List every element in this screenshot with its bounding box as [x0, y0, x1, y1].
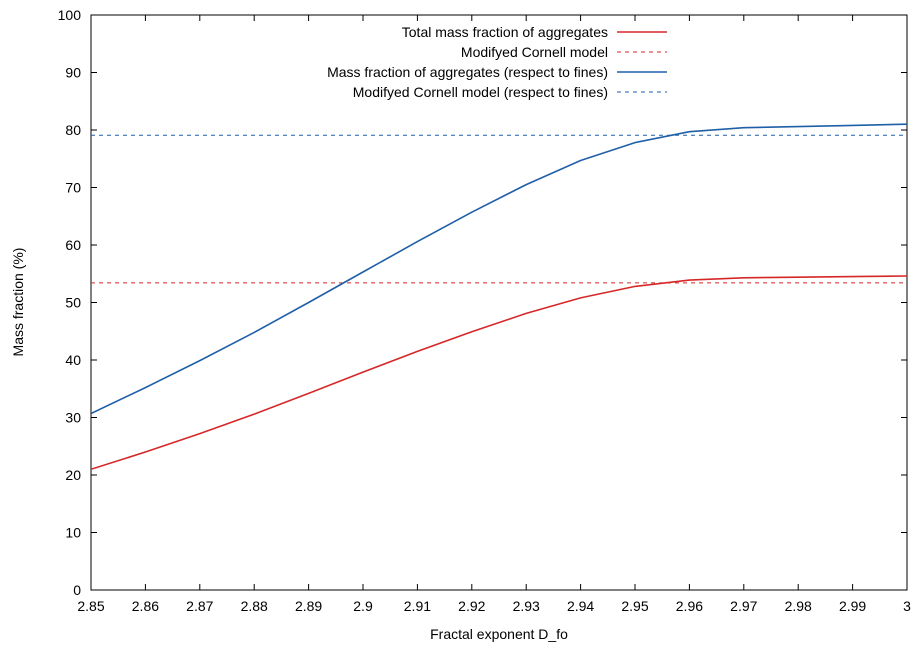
x-tick-label: 2.88 [241, 598, 268, 614]
y-tick-label: 20 [65, 467, 81, 483]
y-tick-label: 50 [65, 295, 81, 311]
x-tick-label: 2.95 [621, 598, 648, 614]
y-tick-label: 60 [65, 237, 81, 253]
x-axis-title: Fractal exponent D_fo [430, 626, 568, 642]
legend-label: Total mass fraction of aggregates [402, 24, 608, 40]
y-tick-label: 30 [65, 410, 81, 426]
y-tick-label: 0 [73, 582, 81, 598]
y-tick-label: 40 [65, 352, 81, 368]
series-line-3 [91, 123, 907, 415]
x-tick-label: 2.92 [458, 598, 485, 614]
x-tick-label: 2.85 [77, 598, 104, 614]
legend: Total mass fraction of aggregates Modifye… [327, 24, 667, 100]
x-tick-label: 2.93 [513, 598, 540, 614]
y-tick-label: 70 [65, 180, 81, 196]
y-tick-label: 90 [65, 65, 81, 81]
x-tick-label: 2.96 [676, 598, 703, 614]
x-tick-label: 2.97 [730, 598, 757, 614]
x-tick-label: 2.91 [404, 598, 431, 614]
y-tick-label: 10 [65, 525, 81, 541]
series-line-1 [91, 275, 907, 471]
x-tick-label: 2.94 [567, 598, 594, 614]
plot-area [90, 14, 908, 591]
y-axis-title: Mass fraction (%) [10, 248, 26, 357]
y-tick-label: 100 [58, 7, 82, 23]
x-tick-label: 2.9 [353, 598, 373, 614]
legend-label: Mass fraction of aggregates (respect to … [327, 64, 608, 80]
x-tick-label: 2.98 [785, 598, 812, 614]
legend-label: Modifyed Cornell model [461, 44, 608, 60]
x-tick-label: 3 [903, 598, 911, 614]
y-tick-label: 80 [65, 122, 81, 138]
x-tick-label: 2.87 [186, 598, 213, 614]
series-layer [91, 123, 907, 471]
legend-label: Modifyed Cornell model (respect to fines… [353, 84, 608, 100]
x-tick-label: 2.99 [839, 598, 866, 614]
ticks-layer: 2.85 2.86 2.87 2.88 2.89 2.9 2.91 2.92 2.93 2.94 2… [58, 7, 911, 614]
x-tick-label: 2.86 [132, 598, 159, 614]
x-tick-label: 2.89 [295, 598, 322, 614]
